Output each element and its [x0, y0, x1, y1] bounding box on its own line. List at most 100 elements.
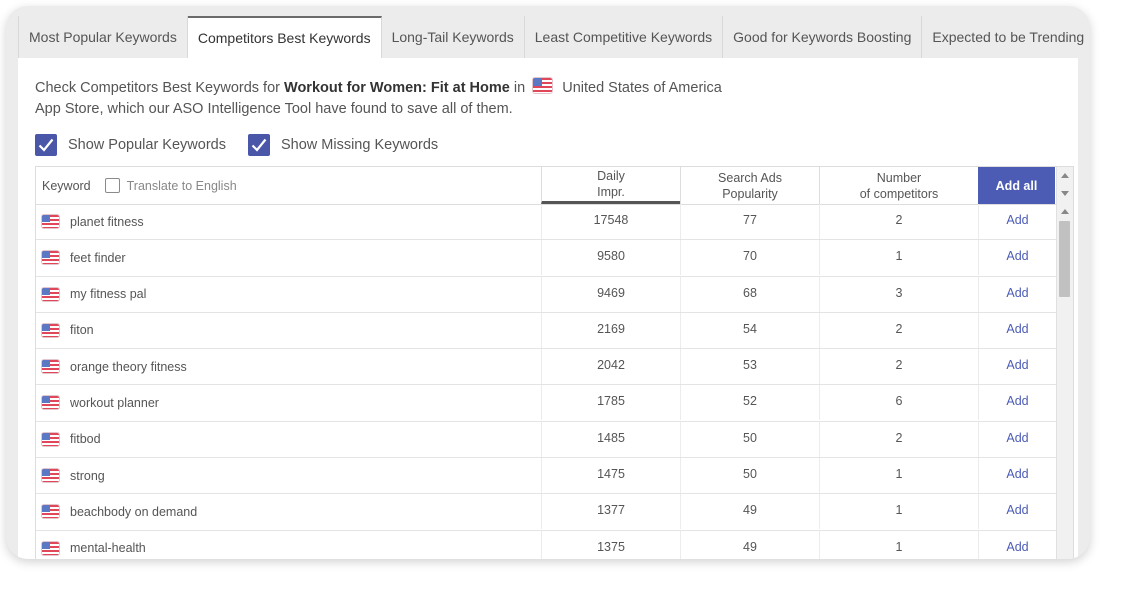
- us-flag-icon: [42, 323, 59, 337]
- intro-suffix: App Store, which our ASO Intelligence To…: [35, 101, 513, 117]
- competitors-value: 2: [819, 349, 978, 385]
- table-row: feet finder 9580 70 1 Add: [36, 240, 1056, 277]
- popularity-value: 49: [680, 530, 819, 559]
- table-row: beachbody on demand 1377 49 1 Add: [36, 494, 1056, 531]
- competitors-value: 1: [819, 530, 978, 559]
- table-body: planet fitness 17548 77 2 Add feet finde…: [36, 204, 1056, 559]
- add-keyword-button[interactable]: Add: [978, 312, 1056, 348]
- table-row: planet fitness 17548 77 2 Add: [36, 204, 1056, 241]
- keywords-table: Keyword Translate to English Daily Impr.…: [35, 166, 1074, 559]
- translate-label: Translate to English: [126, 178, 237, 193]
- keyword-text: workout planner: [70, 395, 159, 410]
- checkbox-icon: [104, 178, 120, 193]
- tab-keywords-boosting[interactable]: Good for Keywords Boosting: [723, 16, 923, 58]
- us-flag-icon: [42, 541, 59, 555]
- tab-long-tail[interactable]: Long-Tail Keywords: [381, 16, 525, 58]
- daily-impr-value: 2042: [541, 349, 680, 385]
- scroll-up-icon[interactable]: [1061, 173, 1069, 178]
- popularity-value: 52: [680, 385, 819, 421]
- table-row: my fitness pal 9469 68 3 Add: [36, 276, 1056, 313]
- daily-impr-value: 1475: [541, 458, 680, 494]
- search-ads-column-header[interactable]: Search Ads Popularity: [680, 167, 819, 204]
- keyword-text: fiton: [70, 323, 94, 338]
- add-keyword-button[interactable]: Add: [978, 204, 1056, 239]
- us-flag-icon: [533, 78, 553, 93]
- search-ads-header-line1: Search Ads: [718, 170, 782, 185]
- show-missing-label: Show Missing Keywords: [280, 137, 439, 153]
- keywords-panel: Most Popular Keywords Competitors Best K…: [6, 6, 1090, 559]
- show-popular-label: Show Popular Keywords: [68, 137, 226, 153]
- keyword-text: beachbody on demand: [70, 504, 198, 519]
- tab-content: Check Competitors Best Keywords for Work…: [18, 58, 1078, 559]
- table-row: fiton 2169 54 2 Add: [36, 312, 1056, 350]
- keyword-text: mental-health: [70, 541, 146, 556]
- table-row: fitbod 1485 50 2 Add: [36, 421, 1056, 459]
- competitors-value: 1: [819, 240, 978, 276]
- daily-impr-column-header[interactable]: Daily Impr.: [541, 167, 680, 204]
- popularity-value: 50: [680, 458, 819, 494]
- add-keyword-button[interactable]: Add: [978, 276, 1056, 312]
- keyword-text: strong: [70, 468, 105, 483]
- daily-impr-value: 2169: [541, 312, 680, 348]
- daily-impr-value: 9469: [541, 276, 680, 312]
- checkmark-icon: [35, 134, 57, 156]
- show-popular-checkbox[interactable]: Show Popular Keywords: [35, 134, 226, 156]
- daily-impr-value: 1377: [541, 494, 680, 530]
- popularity-value: 68: [680, 276, 819, 312]
- competitors-column-header[interactable]: Number of competitors: [819, 167, 978, 204]
- popularity-value: 77: [680, 204, 819, 239]
- scroll-up-icon[interactable]: [1061, 209, 1069, 214]
- table-row: workout planner 1785 52 6 Add: [36, 385, 1056, 422]
- keyword-column-header: Keyword Translate to English: [42, 167, 237, 204]
- us-flag-icon: [42, 396, 59, 410]
- add-keyword-button[interactable]: Add: [978, 421, 1056, 457]
- table-row: mental-health 1375 49 1 Add: [36, 530, 1056, 559]
- popularity-value: 53: [680, 349, 819, 385]
- table-header: Keyword Translate to English Daily Impr.…: [36, 167, 1056, 205]
- tab-expected-trending[interactable]: Expected to be Trending: [922, 16, 1090, 58]
- tab-bar: Most Popular Keywords Competitors Best K…: [18, 16, 1090, 58]
- table-scrollbar[interactable]: [1056, 167, 1073, 559]
- competitors-header-line1: Number: [876, 170, 922, 185]
- competitors-value: 2: [819, 204, 978, 239]
- keyword-text: planet fitness: [70, 214, 144, 229]
- add-keyword-button[interactable]: Add: [978, 240, 1056, 276]
- add-keyword-button[interactable]: Add: [978, 349, 1056, 385]
- intro-in: in: [513, 80, 526, 96]
- keyword-text: feet finder: [70, 250, 126, 265]
- keyword-text: my fitness pal: [70, 287, 147, 302]
- competitors-value: 2: [819, 312, 978, 348]
- tab-most-popular[interactable]: Most Popular Keywords: [18, 16, 188, 58]
- table-row: strong 1475 50 1 Add: [36, 458, 1056, 495]
- tab-competitors-best[interactable]: Competitors Best Keywords: [187, 16, 382, 58]
- intro-prefix: Check Competitors Best Keywords for: [35, 80, 280, 96]
- show-missing-checkbox[interactable]: Show Missing Keywords: [247, 134, 439, 156]
- app-name: Workout for Women: Fit at Home: [284, 80, 510, 96]
- competitors-value: 2: [819, 421, 978, 457]
- us-flag-icon: [42, 287, 59, 301]
- daily-header-line2: Impr.: [597, 185, 625, 199]
- us-flag-icon: [42, 469, 59, 483]
- us-flag-icon: [42, 505, 59, 519]
- intro-text: Check Competitors Best Keywords for Work…: [35, 78, 795, 120]
- scrollbar-thumb[interactable]: [1059, 221, 1070, 297]
- country-name: United States of America: [562, 80, 722, 96]
- us-flag-icon: [42, 360, 59, 374]
- add-keyword-button[interactable]: Add: [978, 385, 1056, 421]
- competitors-value: 6: [819, 385, 978, 421]
- translate-checkbox[interactable]: Translate to English: [104, 178, 237, 193]
- daily-impr-value: 17548: [541, 204, 680, 239]
- add-all-button[interactable]: Add all: [978, 167, 1055, 204]
- us-flag-icon: [42, 251, 59, 265]
- competitors-value: 3: [819, 276, 978, 312]
- daily-impr-value: 9580: [541, 240, 680, 276]
- add-keyword-button[interactable]: Add: [978, 494, 1056, 530]
- popularity-value: 54: [680, 312, 819, 348]
- tab-least-competitive[interactable]: Least Competitive Keywords: [524, 16, 724, 58]
- scroll-down-icon[interactable]: [1061, 191, 1069, 196]
- daily-header-line1: Daily: [597, 169, 625, 183]
- keyword-text: orange theory fitness: [70, 359, 187, 374]
- competitors-value: 1: [819, 494, 978, 530]
- add-keyword-button[interactable]: Add: [978, 458, 1056, 494]
- add-keyword-button[interactable]: Add: [978, 530, 1056, 559]
